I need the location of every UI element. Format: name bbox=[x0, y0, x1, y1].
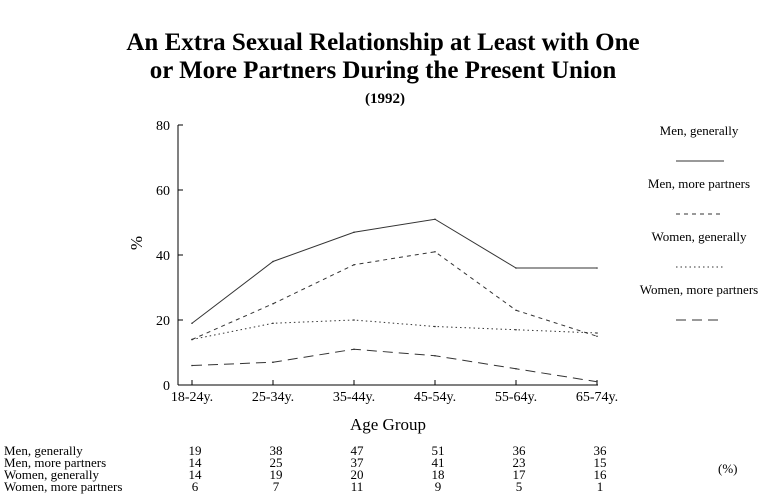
series-line-women-more-partners bbox=[191, 348, 598, 383]
data-point-men-more-partners bbox=[353, 263, 355, 266]
table-cell: 37 bbox=[351, 455, 365, 470]
data-point-men-more-partners bbox=[434, 250, 436, 253]
table-cell: 17 bbox=[513, 467, 527, 482]
data-point-men-more-partners bbox=[515, 309, 517, 312]
x-tick-label: 65-74y. bbox=[576, 390, 618, 405]
x-tick-label: 25-34y. bbox=[252, 390, 294, 405]
y-tick-label: 40 bbox=[156, 249, 170, 264]
table-row-label: Men, more partners bbox=[4, 455, 106, 470]
table-cell: 18 bbox=[432, 467, 445, 482]
table-unit-label: (%) bbox=[718, 461, 738, 476]
table-cell: 14 bbox=[189, 467, 203, 482]
data-point-women-more-partners bbox=[434, 354, 436, 357]
data-point-men-generally bbox=[353, 231, 355, 234]
y-axis-label: % bbox=[127, 236, 146, 250]
y-ticks: 0 20 40 60 80 bbox=[156, 119, 183, 394]
x-axis-label: Age Group bbox=[350, 415, 426, 434]
table-cell: 36 bbox=[594, 443, 608, 458]
legend-label-men-generally: Men, generally bbox=[660, 123, 739, 138]
x-tick-label: 45-54y. bbox=[414, 390, 456, 405]
data-point-women-generally bbox=[191, 338, 193, 341]
table-cell: 16 bbox=[594, 467, 608, 482]
data-point-men-more-partners bbox=[272, 302, 274, 305]
table-cell: 36 bbox=[513, 443, 527, 458]
table-cell: 20 bbox=[351, 467, 364, 482]
table-cell: 15 bbox=[594, 455, 607, 470]
chart-title-line-2: or More Partners During the Present Unio… bbox=[150, 57, 617, 84]
x-tick-label: 18-24y. bbox=[171, 390, 213, 405]
data-point-women-more-partners bbox=[515, 367, 517, 370]
series-line-women-generally bbox=[191, 319, 598, 340]
chart-title-line-1: An Extra Sexual Relationship at Least wi… bbox=[126, 29, 639, 56]
data-point-men-generally bbox=[596, 267, 598, 269]
chart-subtitle: (1992) bbox=[365, 91, 405, 107]
table-row-label: Women, more partners bbox=[4, 479, 122, 494]
series-line-men-generally bbox=[191, 218, 597, 324]
table-cell: 23 bbox=[513, 455, 526, 470]
table-cell: 9 bbox=[435, 479, 442, 494]
x-tick-label: 55-64y. bbox=[495, 390, 537, 405]
table-row-label: Women, generally bbox=[4, 467, 99, 482]
data-point-women-generally bbox=[353, 319, 355, 321]
table-cell: 14 bbox=[189, 455, 203, 470]
data-point-men-generally bbox=[272, 260, 274, 263]
table-cell: 41 bbox=[432, 455, 445, 470]
y-tick-label: 20 bbox=[156, 314, 170, 329]
table-cell: 5 bbox=[516, 479, 523, 494]
data-point-women-more-partners bbox=[353, 348, 355, 351]
table-cell: 6 bbox=[192, 479, 199, 494]
legend: Men, generally Men, more partners Women, g… bbox=[640, 123, 758, 321]
table-cell: 11 bbox=[351, 479, 364, 494]
table-cell: 19 bbox=[189, 443, 202, 458]
data-point-women-more-partners bbox=[272, 361, 274, 364]
data-point-women-generally bbox=[272, 322, 274, 325]
y-tick-label: 60 bbox=[156, 184, 170, 199]
data-point-women-generally bbox=[434, 325, 436, 328]
legend-label-women-more-partners: Women, more partners bbox=[640, 282, 758, 297]
table-cell: 1 bbox=[597, 479, 604, 494]
y-tick-label: 0 bbox=[163, 379, 170, 394]
table-cell: 51 bbox=[432, 443, 445, 458]
y-tick-label: 80 bbox=[156, 119, 170, 134]
series-lines bbox=[191, 218, 598, 383]
table-cell: 38 bbox=[270, 443, 283, 458]
data-point-women-generally bbox=[596, 332, 598, 334]
table-cell: 47 bbox=[351, 443, 365, 458]
x-ticks: 18-24y. 25-34y. 35-44y. 45-54y. 55-64y. 65-74… bbox=[171, 380, 618, 405]
legend-label-women-generally: Women, generally bbox=[652, 229, 747, 244]
data-point-men-generally bbox=[515, 267, 517, 269]
data-point-women-more-partners bbox=[191, 364, 193, 367]
x-tick-label: 35-44y. bbox=[333, 390, 375, 405]
table-row-label: Men, generally bbox=[4, 443, 83, 458]
data-point-men-generally bbox=[434, 218, 436, 221]
table-cell: 7 bbox=[273, 479, 280, 494]
series-line-men-more-partners bbox=[191, 251, 598, 340]
data-point-women-generally bbox=[515, 328, 517, 331]
table-cell: 19 bbox=[270, 467, 283, 482]
data-point-women-more-partners bbox=[596, 380, 598, 383]
data-point-men-generally bbox=[191, 322, 193, 325]
legend-label-men-more-partners: Men, more partners bbox=[648, 176, 750, 191]
table-cell: 25 bbox=[270, 455, 283, 470]
data-point-men-more-partners bbox=[596, 335, 598, 338]
